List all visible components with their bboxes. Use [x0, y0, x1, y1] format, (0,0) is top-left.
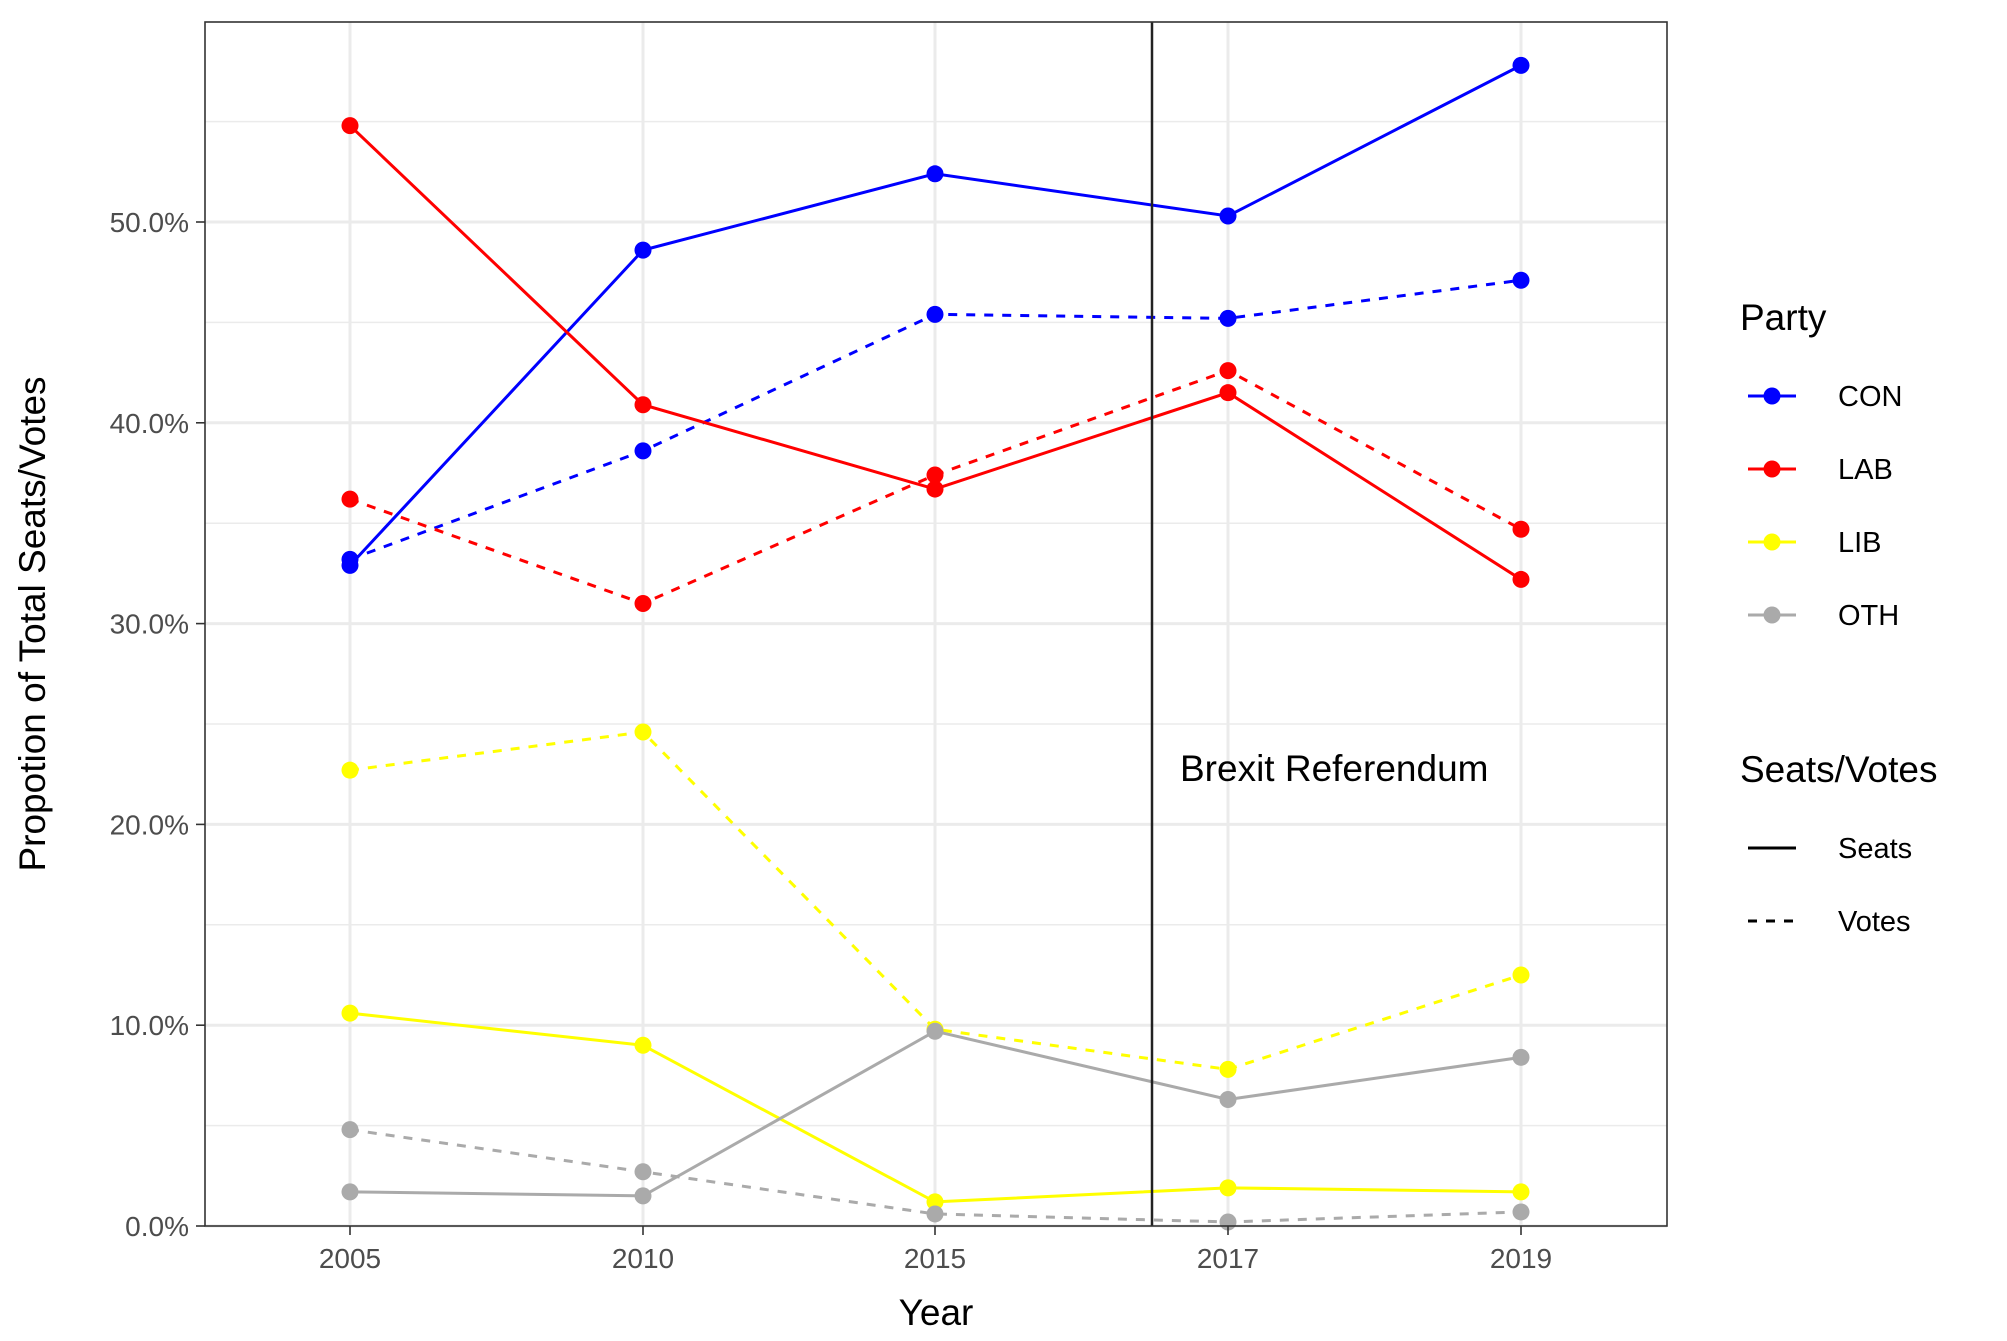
y-tick-label: 10.0%: [110, 1010, 189, 1041]
data-point-con-seats: [926, 165, 944, 183]
data-point-lib-seats: [341, 1004, 359, 1022]
data-point-con-seats: [1512, 56, 1530, 74]
x-tick-label: 2019: [1490, 1243, 1552, 1274]
data-point-lib-seats: [1512, 1183, 1530, 1201]
data-point-lib-seats: [1219, 1179, 1237, 1197]
data-point-lib-seats: [634, 1036, 652, 1054]
y-tick-label: 30.0%: [110, 609, 189, 640]
data-point-con-votes: [926, 305, 944, 323]
data-point-lab-votes: [341, 490, 359, 508]
legend-title-measure: Seats/Votes: [1740, 749, 1937, 790]
data-point-oth-seats: [341, 1183, 359, 1201]
legend: Party CON LAB LIB OTH Seats/Votes Seats Votes: [1740, 297, 1937, 938]
data-point-lib-votes: [1219, 1060, 1237, 1078]
data-point-oth-seats: [634, 1187, 652, 1205]
legend-title-party: Party: [1740, 297, 1827, 338]
data-point-oth-votes: [926, 1205, 944, 1223]
y-tick-label: 20.0%: [110, 809, 189, 840]
data-point-lab-seats: [341, 117, 359, 135]
data-point-con-votes: [634, 442, 652, 460]
legend-label-lab: LAB: [1838, 454, 1893, 486]
data-point-con-votes: [1219, 309, 1237, 327]
data-point-lab-seats: [1219, 384, 1237, 402]
y-tick-label: 40.0%: [110, 408, 189, 439]
legend-label-con: CON: [1838, 381, 1902, 413]
data-point-oth-votes: [634, 1163, 652, 1181]
legend-key-point-lib: [1763, 533, 1781, 551]
data-point-lab-votes: [1512, 520, 1530, 538]
data-point-lab-votes: [634, 595, 652, 613]
data-point-oth-votes: [341, 1121, 359, 1139]
data-point-oth-seats: [926, 1022, 944, 1040]
data-point-con-seats: [1219, 207, 1237, 225]
x-tick-label: 2015: [904, 1243, 966, 1274]
legend-key-point-oth: [1763, 606, 1781, 624]
data-point-lab-votes: [926, 466, 944, 484]
legend-label-lib: LIB: [1838, 527, 1882, 559]
x-tick-label: 2010: [612, 1243, 674, 1274]
x-tick-label: 2005: [319, 1243, 381, 1274]
data-point-con-seats: [634, 241, 652, 259]
data-point-lab-votes: [1219, 362, 1237, 380]
data-point-lib-votes: [341, 761, 359, 779]
data-point-con-votes: [341, 550, 359, 568]
legend-key-point-lab: [1763, 460, 1781, 478]
series-points: [341, 56, 1530, 1231]
data-point-con-votes: [1512, 271, 1530, 289]
legend-label-seats: Seats: [1838, 833, 1912, 865]
y-tick-label: 50.0%: [110, 207, 189, 238]
data-point-oth-votes: [1512, 1203, 1530, 1221]
legend-label-votes: Votes: [1838, 906, 1911, 938]
x-axis-title: Year: [899, 1292, 974, 1333]
legend-label-oth: OTH: [1838, 600, 1899, 632]
data-point-oth-seats: [1219, 1090, 1237, 1108]
y-axis: 0.0% 10.0% 20.0% 30.0% 40.0% 50.0%: [110, 207, 205, 1242]
brexit-referendum-label: Brexit Referendum: [1180, 748, 1488, 789]
data-point-lib-votes: [634, 723, 652, 741]
x-tick-label: 2017: [1197, 1243, 1259, 1274]
y-axis-title: Propotion of Total Seats/Votes: [12, 376, 53, 871]
legend-key-point-con: [1763, 387, 1781, 405]
data-point-lab-seats: [634, 396, 652, 414]
data-point-lib-seats: [926, 1193, 944, 1211]
x-axis: 2005 2010 2015 2017 2019: [319, 1226, 1552, 1274]
data-point-lab-seats: [926, 480, 944, 498]
data-point-oth-seats: [1512, 1048, 1530, 1066]
data-point-lib-votes: [1512, 966, 1530, 984]
y-tick-label: 0.0%: [125, 1211, 189, 1242]
data-point-lab-seats: [1512, 570, 1530, 588]
grid: [205, 22, 1667, 1228]
